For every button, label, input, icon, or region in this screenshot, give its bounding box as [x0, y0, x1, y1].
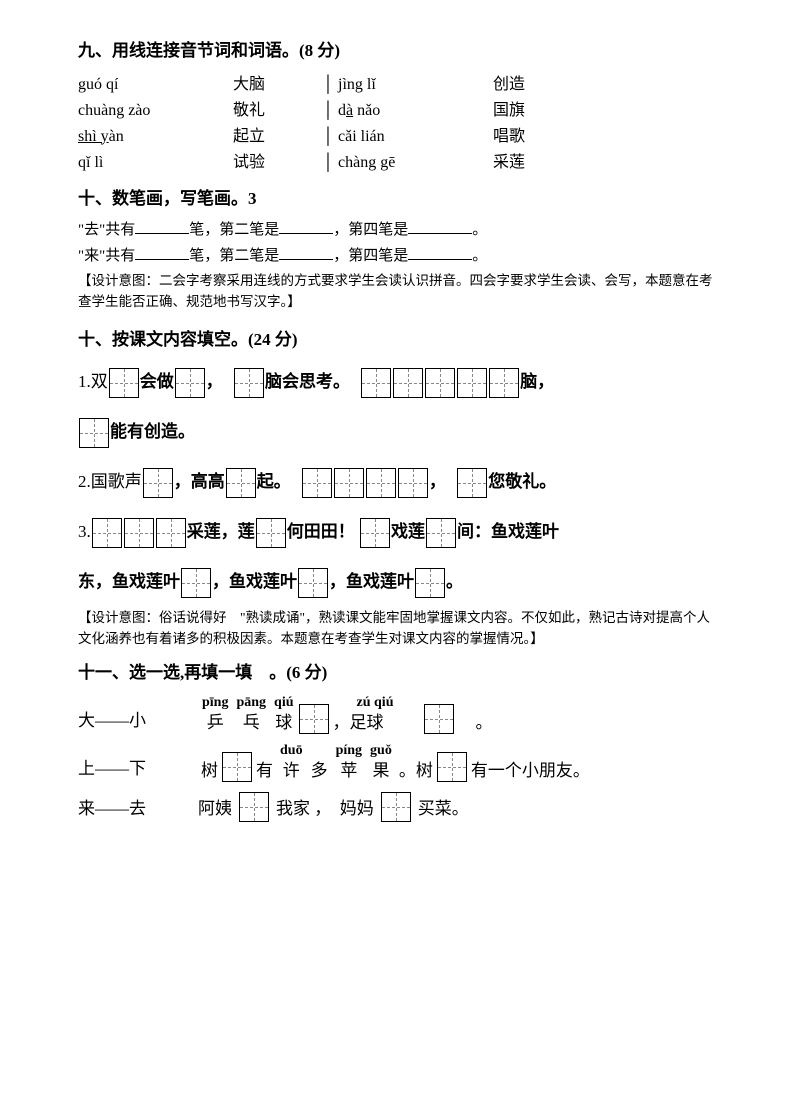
q10-3a: 3.采莲，莲何田田！ 戏莲间：鱼戏莲叶: [78, 512, 722, 552]
pinyin-l4: qǐ lì: [78, 150, 233, 176]
q11-row-1: 大——小 pīng乒 pāng乓 qiú球 ，足球 zú qiú 。: [78, 696, 722, 734]
hanzi-r3: 唱歌: [493, 124, 578, 150]
hanzi-r1: 创造: [493, 72, 578, 98]
q11-row-3: 来——去 阿姨 我家 ， 妈妈 买菜。: [78, 792, 722, 822]
section-10a-title: 十、数笔画，写笔画。3: [78, 186, 722, 212]
matching-grid: guó qí chuàng zào shì yàn qǐ lì 大脑 敬礼 起立…: [78, 72, 722, 176]
stroke-line-1: "去"共有笔，第二笔是，第四笔是。: [78, 219, 722, 242]
hanzi-r2: 国旗: [493, 98, 578, 124]
pinyin-l1: guó qí: [78, 72, 233, 98]
section-11-title: 十一、选一选,再填一填 。(6 分): [78, 660, 722, 686]
design-note-2: 【设计意图：俗话说得好 "熟读成诵"，熟读课文能牢固地掌握课文内容。不仅如此，熟…: [78, 608, 722, 650]
pinyin-l3: shì yàn: [78, 124, 233, 150]
pinyin-r1: jìng lǐ: [338, 72, 493, 98]
hanzi-l2: 敬礼: [233, 98, 318, 124]
q11-row-2: 上——下 树 有 duō许 多 píng苹 guǒ果 。树 有一个小朋友。: [78, 744, 722, 782]
hanzi-l3: 起立: [233, 124, 318, 150]
q10-1b: 能有创造。: [78, 412, 722, 452]
section-10b-title: 十、按课文内容填空。(24 分): [78, 327, 722, 353]
design-note-1: 【设计意图：二会字考察采用连线的方式要求学生会读认识拼音。四会字要求学生会读、会…: [78, 271, 722, 313]
q10-2: 2.国歌声，高高起。 ， 您敬礼。: [78, 462, 722, 502]
hanzi-r4: 采莲: [493, 150, 578, 176]
q10-1: 1.双会做， 脑会思考。 脑，: [78, 362, 722, 402]
section-9-title: 九、用线连接音节词和词语。(8 分): [78, 38, 722, 64]
pinyin-r2: dà nǎo: [338, 98, 493, 124]
hanzi-l4: 试验: [233, 150, 318, 176]
q10-3b: 东，鱼戏莲叶，鱼戏莲叶，鱼戏莲叶。: [78, 562, 722, 602]
pinyin-r4: chàng gē: [338, 150, 493, 176]
hanzi-l1: 大脑: [233, 72, 318, 98]
pinyin-l2: chuàng zào: [78, 98, 233, 124]
stroke-line-2: "来"共有笔，第二笔是，第四笔是。: [78, 245, 722, 268]
pinyin-r3: cǎi lián: [338, 124, 493, 150]
